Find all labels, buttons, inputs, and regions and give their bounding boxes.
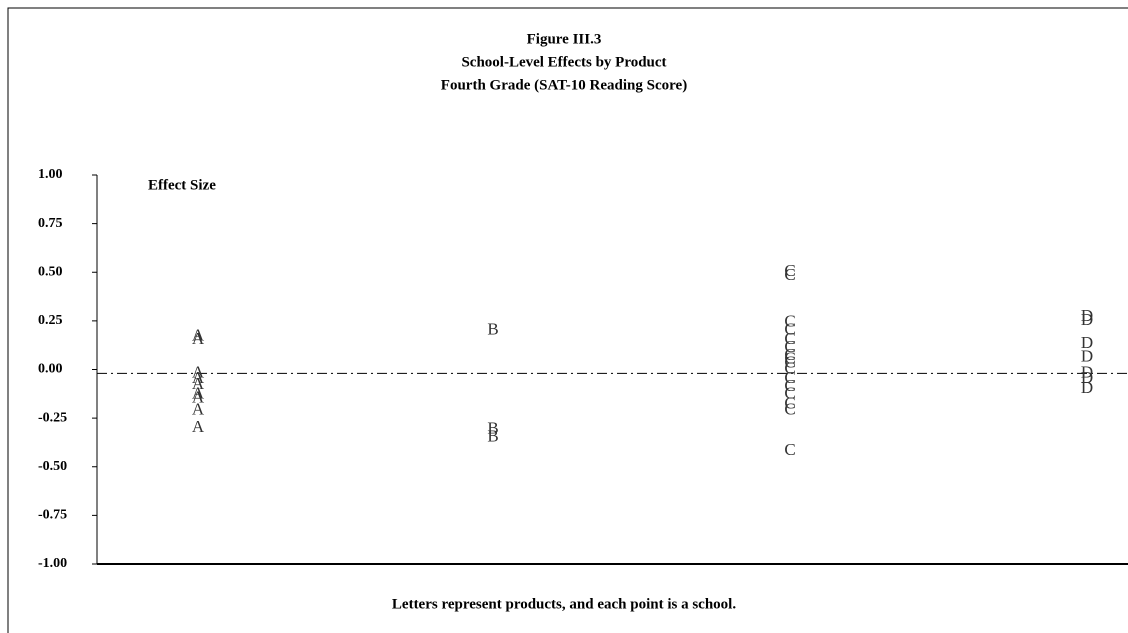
point-marker: A xyxy=(192,362,205,381)
point-marker: A xyxy=(192,325,205,344)
point-marker: D xyxy=(1081,310,1093,329)
point-marker: C xyxy=(784,384,795,403)
point-marker: B xyxy=(487,419,498,438)
point-marker: C xyxy=(784,265,795,284)
point-marker: D xyxy=(1081,347,1093,366)
chart-title: Figure III.3 xyxy=(527,31,602,47)
y-tick-label: -0.75 xyxy=(38,508,67,523)
point-marker: C xyxy=(784,399,795,418)
point-marker: C xyxy=(784,376,795,395)
y-tick-label: -0.25 xyxy=(38,410,67,425)
chart-title: Fourth Grade (SAT-10 Reading Score) xyxy=(441,77,687,93)
point-marker: C xyxy=(784,329,795,348)
y-axis-label: Effect Size xyxy=(148,177,216,193)
point-marker: A xyxy=(192,399,205,418)
point-marker: A xyxy=(192,368,205,387)
y-tick-label: 0.50 xyxy=(38,264,63,279)
point-marker: A xyxy=(192,384,205,403)
point-marker: D xyxy=(1081,333,1093,352)
point-marker: C xyxy=(784,349,795,368)
point-marker: C xyxy=(784,345,795,364)
point-marker: D xyxy=(1081,368,1093,387)
point-marker: D xyxy=(1081,378,1093,397)
point-marker: C xyxy=(784,353,795,372)
chart-title: School-Level Effects by Product xyxy=(461,54,666,70)
point-marker: D xyxy=(1081,306,1093,325)
point-marker: C xyxy=(784,320,795,339)
note: Letters represent products, and each poi… xyxy=(392,596,736,612)
point-marker: C xyxy=(784,312,795,331)
point-marker: C xyxy=(784,368,795,387)
point-marker: A xyxy=(192,374,205,393)
point-marker: B xyxy=(487,426,498,445)
point-marker: C xyxy=(784,358,795,377)
point-marker: C xyxy=(784,393,795,412)
point-marker: D xyxy=(1081,362,1093,381)
y-tick-label: 0.00 xyxy=(38,362,63,377)
point-marker: C xyxy=(784,440,795,459)
point-marker: C xyxy=(784,261,795,280)
point-marker: A xyxy=(192,388,205,407)
y-tick-label: -0.50 xyxy=(38,459,67,474)
frame xyxy=(7,7,1128,633)
y-tick-label: -1.00 xyxy=(38,556,67,571)
y-tick-label: 0.75 xyxy=(38,216,63,231)
point-marker: A xyxy=(192,417,205,436)
point-marker: B xyxy=(487,320,498,339)
y-tick-label: 0.25 xyxy=(38,313,63,328)
point-marker: A xyxy=(192,329,205,348)
y-tick-label: 1.00 xyxy=(38,167,63,182)
point-marker: C xyxy=(784,337,795,356)
